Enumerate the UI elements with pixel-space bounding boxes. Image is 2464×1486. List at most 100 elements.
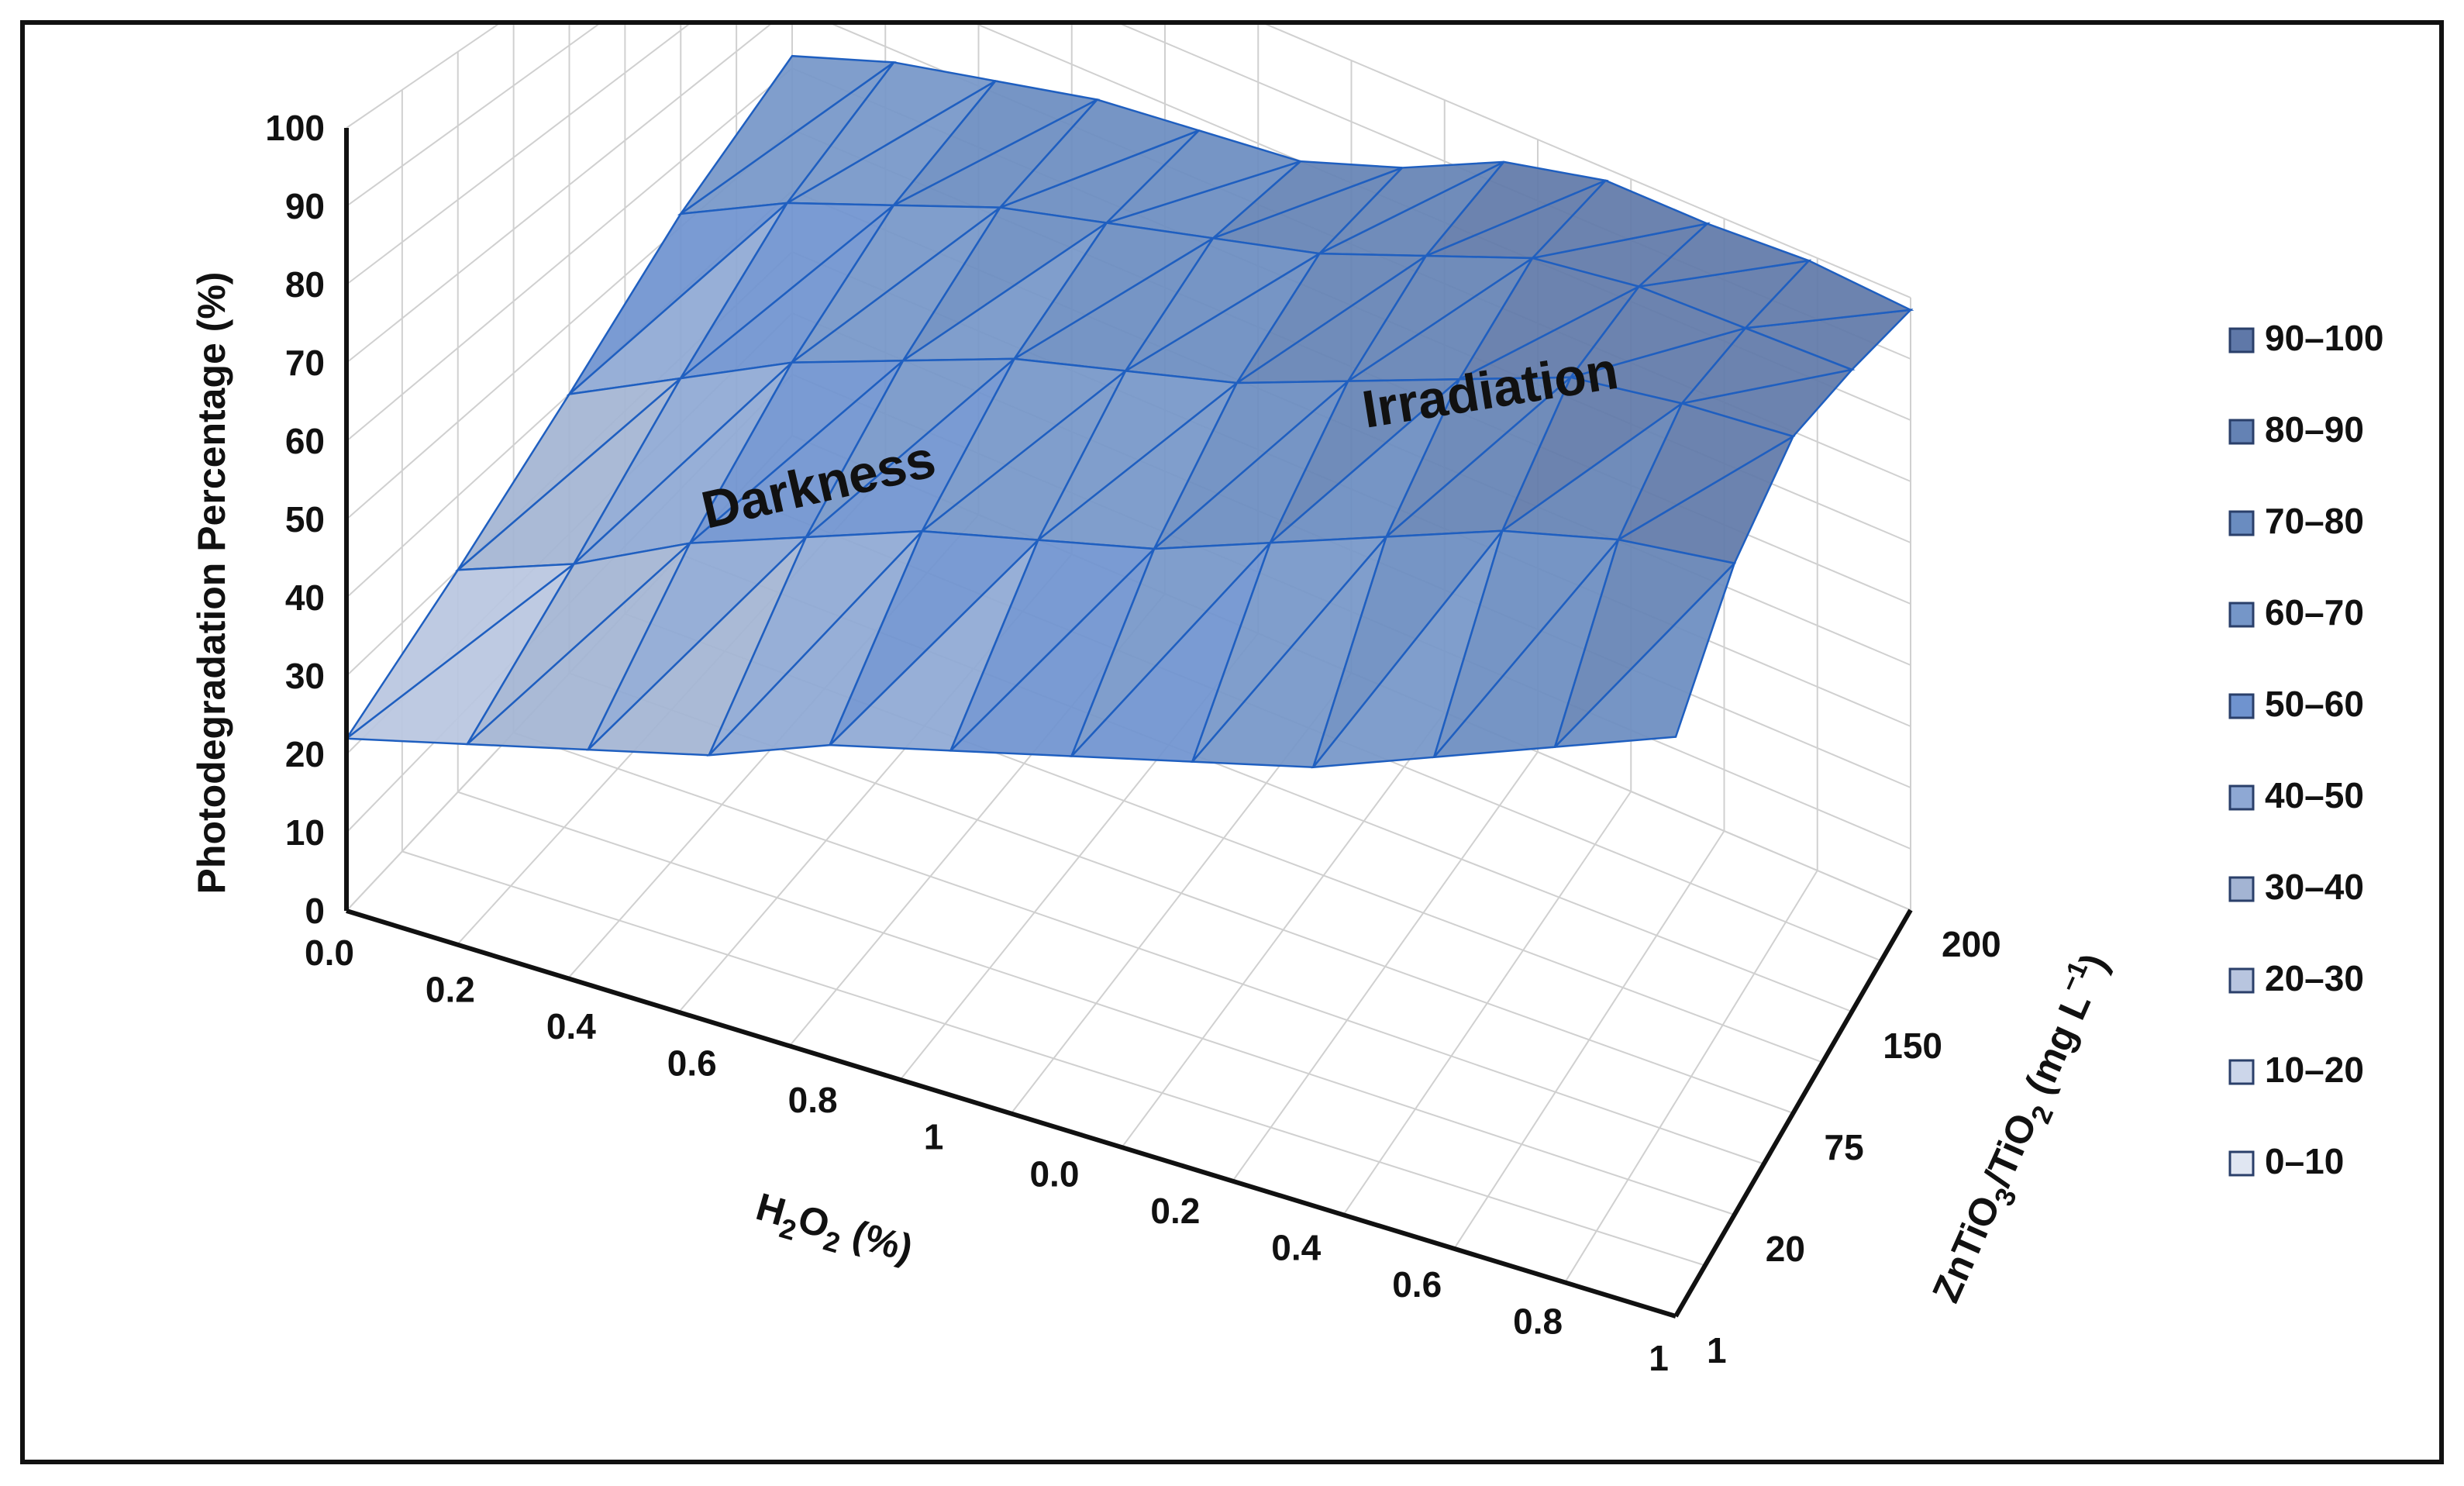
legend-swatch	[2228, 327, 2255, 353]
surface-facet	[466, 541, 694, 745]
surface-chart: 0 10 20 30 40 50 60 70 80 90 100 0.0 0.2 0.4 0.6 0.8 1 0.…	[190, 25, 2384, 1378]
legend-label: 70–80	[2265, 501, 2364, 541]
legend-swatch	[2228, 510, 2255, 536]
depth-axis-line	[1673, 908, 1913, 1318]
surface-facet	[921, 357, 1129, 533]
surface-facet	[1553, 538, 1737, 748]
chart-frame: 0 10 20 30 40 50 60 70 80 90 100 0.0 0.2 0.4 0.6 0.8 1 0.…	[20, 20, 2444, 1464]
surface-facet	[1500, 376, 1684, 534]
x-tick-label: 0.6	[667, 1043, 717, 1084]
surface-facet	[1742, 259, 1914, 329]
y-tick-label: 70	[285, 343, 325, 383]
surface-facet	[573, 360, 795, 565]
surface-facet	[679, 202, 897, 380]
surface-facet	[805, 357, 1018, 538]
surface-facet	[1425, 160, 1609, 257]
legend-swatch	[2228, 784, 2255, 811]
surface-facet	[999, 98, 1202, 209]
x-tick-label: 0.8	[1513, 1301, 1563, 1341]
depth-tick-label: 1	[1707, 1330, 1727, 1370]
surface-facet	[791, 204, 1004, 364]
surface-facet	[1269, 378, 1463, 544]
legend-label: 50–60	[2265, 684, 2364, 724]
depth-tick-label: 75	[1825, 1127, 1864, 1167]
depth-tick-label: 200	[1942, 924, 2001, 964]
surface-facet	[680, 54, 897, 215]
surface-facet	[1105, 129, 1304, 224]
surface-facet	[1013, 222, 1216, 360]
surface-facet	[587, 536, 809, 750]
y-tick-label: 40	[285, 578, 325, 618]
surface-facet	[568, 202, 791, 395]
surface-facet	[902, 206, 1110, 362]
surface-facet	[1125, 236, 1323, 372]
legend-label: 0–10	[2265, 1141, 2344, 1181]
legend-label: 30–40	[2265, 867, 2364, 907]
x-axis-title: H2O2 (%)	[750, 1184, 918, 1278]
x-tick-label: 1	[924, 1117, 944, 1157]
y-axis-title: Photodegradation Percentage (%)	[190, 272, 233, 895]
surface-mesh	[343, 54, 1914, 769]
x-axis-line	[346, 908, 1677, 1319]
surface-facet	[1312, 529, 1505, 768]
x-tick-label: 0.2	[426, 970, 475, 1010]
surface-facet	[1037, 370, 1239, 541]
y-tick-label: 20	[285, 734, 325, 774]
legend-label: 80–90	[2265, 409, 2364, 450]
x-tick-label: 0.4	[546, 1006, 596, 1046]
surface-facet	[345, 563, 577, 740]
x-tick-label: 0.8	[788, 1080, 838, 1120]
surface-facet	[786, 61, 998, 204]
legend-swatch	[2228, 1150, 2255, 1177]
axis-labels: 0 10 20 30 40 50 60 70 80 90 100 0.0 0.2 0.4 0.6 0.8 1 0.…	[265, 108, 2001, 1378]
x-tick-label: 0.0	[305, 933, 354, 973]
legend-label: 40–50	[2265, 775, 2364, 815]
surface-facet	[1070, 541, 1273, 757]
surface-facet	[689, 359, 906, 544]
legend-swatch	[2228, 967, 2255, 994]
legend-label: 20–30	[2265, 958, 2364, 998]
y-tick-label: 60	[285, 421, 325, 461]
surface-facet	[1153, 380, 1351, 550]
surface-facet	[1432, 529, 1621, 758]
legend-swatch	[2228, 419, 2255, 445]
surface-facet	[1529, 179, 1711, 260]
y-tick-label: 90	[285, 186, 325, 226]
surface-facet	[1616, 402, 1796, 543]
surface-facet	[1235, 252, 1429, 384]
depth-tick-label: 150	[1883, 1026, 1942, 1066]
surface-facet	[829, 529, 1041, 746]
surface-facet	[1456, 257, 1642, 382]
y-tick-label: 10	[285, 812, 325, 853]
surface-facet	[1347, 254, 1536, 382]
legend-label: 60–70	[2265, 592, 2364, 633]
grid-line	[513, 732, 1764, 1165]
surface-facet	[1212, 160, 1403, 240]
y-tick-label: 100	[265, 108, 325, 148]
y-tick-label: 30	[285, 656, 325, 696]
depth-tick-label: 20	[1766, 1229, 1805, 1269]
depth-axis-title: ZnTiO3/TiO2 (mg L−1)	[1919, 945, 2125, 1312]
axes	[344, 128, 1913, 1319]
x-tick-label: 0.6	[1392, 1264, 1442, 1305]
surface-facet	[1568, 285, 1749, 380]
y-tick-label: 50	[285, 499, 325, 540]
legend-swatch	[2228, 602, 2255, 628]
legend-swatch	[2228, 876, 2255, 902]
surface-facet	[708, 529, 925, 757]
surface-facet	[1191, 536, 1389, 763]
y-tick-label: 80	[285, 264, 325, 305]
legend-swatch	[2228, 693, 2255, 719]
surface-facet	[1318, 160, 1504, 255]
legend-label: 90–100	[2265, 318, 2384, 358]
x-tick-label: 0.4	[1271, 1227, 1321, 1267]
grid-line	[457, 791, 1735, 1215]
grid-line	[401, 850, 1706, 1267]
grid-line	[346, 25, 1911, 298]
x-tick-label: 1	[1649, 1338, 1669, 1378]
surface-facet	[893, 80, 1101, 206]
legend-label: 10–20	[2265, 1050, 2364, 1090]
x-tick-label: 0.0	[1029, 1153, 1079, 1194]
surface-facet	[949, 539, 1156, 752]
surface-facet	[457, 377, 684, 571]
